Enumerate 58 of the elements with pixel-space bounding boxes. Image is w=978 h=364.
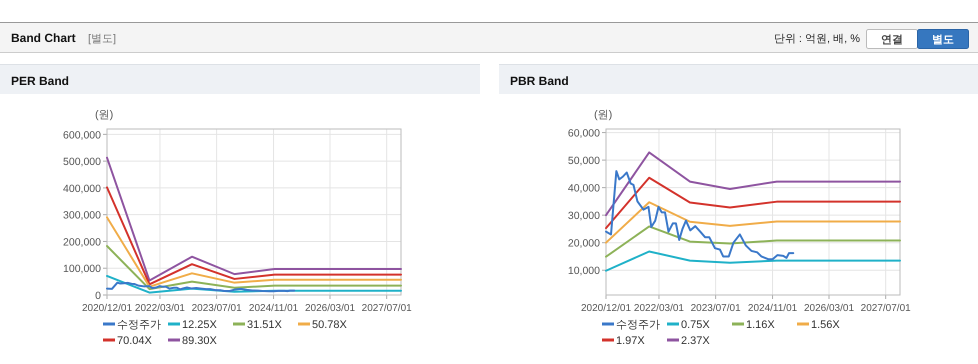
x-tick-label: 2027/07/01: [860, 303, 912, 314]
legend-label: 수정주가: [117, 319, 161, 331]
legend-label: 89.30X: [182, 335, 218, 347]
line-series: [605, 201, 901, 244]
x-tick-label: 2023/07/01: [690, 303, 742, 314]
legend-label: 31.51X: [247, 319, 283, 331]
legend-label: 12.25X: [182, 319, 218, 331]
y-axis-title: (원): [95, 109, 114, 121]
x-tick-label: 2026/03/01: [304, 303, 356, 314]
line-series: [605, 250, 901, 272]
legend-label: 1.56X: [811, 319, 840, 331]
line-series: [106, 216, 402, 288]
line-series: [605, 176, 901, 230]
y-tick-label: 60,000: [568, 128, 600, 140]
text: 단위 : 억원, 배, %: [774, 33, 860, 45]
x-tick-label: 2024/11/01: [248, 303, 299, 314]
line-series: [106, 274, 402, 294]
x-tick-label: 2020/12/01: [580, 303, 632, 314]
line-series: [605, 170, 794, 260]
line-series: [106, 156, 402, 282]
chart-title: PBR Band: [510, 74, 569, 88]
x-tick-label: 2020/12/01: [82, 303, 132, 314]
x-tick-label: 2026/03/01: [804, 303, 854, 314]
x-tick-label: 2024/11/01: [748, 303, 798, 314]
y-tick-label: 20,000: [568, 238, 600, 250]
legend-label: 1.16X: [746, 319, 776, 331]
legend-label: 1.97X: [616, 335, 646, 347]
y-tick-label: 30,000: [568, 210, 600, 222]
text: 연결: [881, 34, 903, 46]
line-series: [605, 151, 901, 216]
y-tick-label: 100,000: [63, 263, 102, 276]
text: 별도: [932, 34, 954, 46]
line-series: [605, 225, 901, 258]
legend-label: 2.37X: [681, 335, 710, 347]
legend-label: 0.75X: [681, 319, 710, 331]
x-tick-label: 2027/07/01: [362, 303, 412, 314]
y-tick-label: 50,000: [568, 155, 600, 168]
y-axis-title: (원): [594, 109, 612, 121]
legend-label: 50.78X: [312, 319, 348, 331]
y-tick-label: 500,000: [63, 156, 102, 168]
y-tick-label: 10,000: [568, 265, 600, 278]
x-tick-label: 2023/07/01: [192, 303, 242, 314]
text: Band Chart: [11, 31, 76, 45]
legend-label: 70.04X: [117, 335, 153, 347]
y-tick-label: 300,000: [63, 210, 102, 222]
y-tick-label: 600,000: [63, 129, 102, 142]
y-tick-label: 40,000: [568, 182, 600, 195]
y-tick-label: 0: [95, 290, 102, 302]
x-tick-label: 2022/03/01: [634, 303, 684, 314]
line-series: [106, 282, 296, 292]
y-tick-label: 400,000: [63, 182, 102, 195]
line-series: [106, 245, 402, 290]
y-tick-label: 200,000: [63, 236, 102, 248]
legend-label: 수정주가: [616, 319, 660, 331]
line-series: [106, 186, 402, 286]
x-tick-label: 2022/03/01: [134, 303, 186, 314]
text: [별도]: [88, 33, 116, 45]
chart-title: PER Band: [11, 74, 70, 88]
